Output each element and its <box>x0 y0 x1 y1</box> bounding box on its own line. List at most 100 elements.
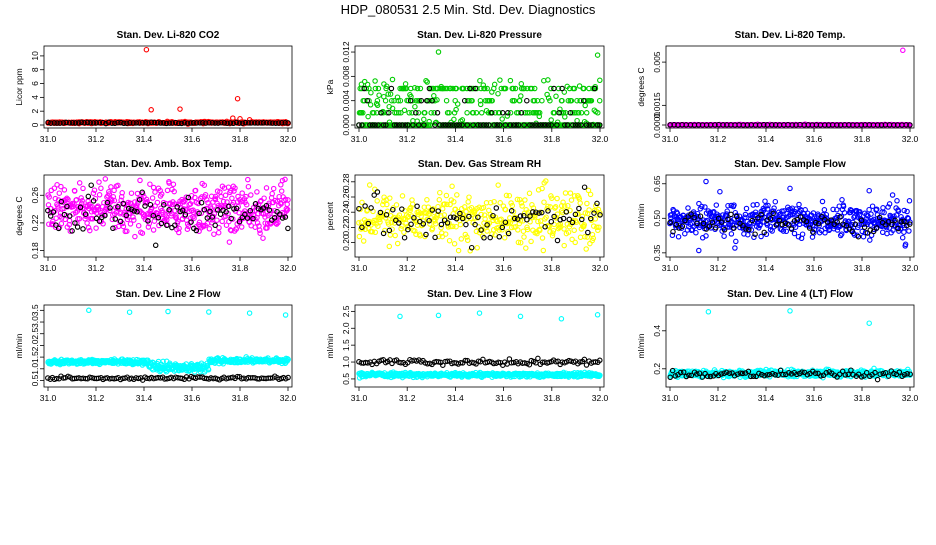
data-point <box>441 207 445 211</box>
data-point <box>585 201 589 205</box>
data-point <box>763 199 767 203</box>
y-axis-label: percent <box>325 201 335 230</box>
series-all <box>46 177 290 245</box>
data-point <box>369 91 373 95</box>
data-point <box>555 238 559 242</box>
data-point <box>220 219 224 223</box>
y-tick-label: 2.5 <box>30 328 40 340</box>
data-point <box>410 198 414 202</box>
x-tick-label: 31.0 <box>40 393 57 403</box>
data-point <box>452 117 456 121</box>
x-tick-label: 31.8 <box>854 134 871 144</box>
data-point <box>62 188 66 192</box>
x-tick-label: 31.8 <box>544 134 561 144</box>
y-tick-label: 0.004 <box>341 90 351 112</box>
x-tick-label: 31.0 <box>351 393 368 403</box>
data-point <box>396 241 400 245</box>
panel-title: Stan. Dev. Line 4 (LT) Flow <box>727 289 853 300</box>
data-point <box>598 78 602 82</box>
data-point <box>240 225 244 229</box>
x-tick-label: 32.0 <box>902 263 919 273</box>
x-tick-label: 31.6 <box>495 263 512 273</box>
data-point <box>258 231 262 235</box>
data-point <box>822 208 826 212</box>
data-point <box>402 108 406 112</box>
data-point <box>559 317 563 321</box>
data-point <box>533 86 537 90</box>
x-tick-label: 31.4 <box>447 134 464 144</box>
data-point <box>733 246 737 250</box>
x-tick-label: 31.2 <box>399 263 416 273</box>
y-tick-label: 2 <box>30 109 40 114</box>
data-point <box>773 200 777 204</box>
y-tick-label: 0.005 <box>652 51 662 73</box>
data-point <box>135 191 139 195</box>
data-point <box>94 226 98 230</box>
data-point <box>586 230 590 234</box>
data-point <box>734 239 738 243</box>
data-point <box>595 313 599 317</box>
data-point <box>743 212 747 216</box>
data-point <box>280 189 284 193</box>
data-point <box>870 204 874 208</box>
y-tick-label: 0.5 <box>341 373 351 385</box>
data-point <box>170 225 174 229</box>
series-subset <box>357 356 602 367</box>
data-point <box>566 204 570 208</box>
data-point <box>582 185 586 189</box>
data-point <box>129 191 133 195</box>
data-point <box>246 177 250 181</box>
data-point <box>508 78 512 82</box>
data-point <box>127 310 131 314</box>
data-point <box>400 194 404 198</box>
data-point <box>219 194 223 198</box>
data-point <box>540 236 544 240</box>
y-tick-label: 0.26 <box>30 187 40 204</box>
data-point <box>725 209 729 213</box>
data-point <box>714 203 718 207</box>
x-tick-label: 31.2 <box>710 134 727 144</box>
data-point <box>478 79 482 83</box>
series-subset <box>46 374 291 382</box>
data-point <box>357 234 361 238</box>
data-point <box>436 313 440 317</box>
x-tick-label: 31.8 <box>544 393 561 403</box>
x-tick-label: 31.2 <box>710 263 727 273</box>
data-point <box>542 200 546 204</box>
y-tick-label: 2.0 <box>30 339 40 351</box>
plot-frame <box>666 46 914 128</box>
data-point <box>261 236 265 240</box>
data-point <box>422 117 426 121</box>
data-point <box>498 78 502 82</box>
data-point <box>788 186 792 190</box>
data-point <box>686 206 690 210</box>
y-tick-label: 0.4 <box>652 325 662 337</box>
data-point <box>519 94 523 98</box>
data-point <box>895 199 899 203</box>
x-tick-label: 31.6 <box>184 263 201 273</box>
x-tick-label: 31.2 <box>88 134 105 144</box>
data-point <box>901 48 905 52</box>
data-point <box>377 93 381 97</box>
data-point <box>398 314 402 318</box>
x-tick-label: 31.8 <box>544 263 561 273</box>
data-point <box>525 99 529 103</box>
data-point <box>494 206 498 210</box>
data-point <box>81 227 85 231</box>
y-axis-label: ml/min <box>325 333 335 358</box>
data-point <box>249 193 253 197</box>
data-point <box>436 50 440 54</box>
data-point <box>523 198 527 202</box>
data-point <box>387 244 391 248</box>
data-point <box>230 196 234 200</box>
x-tick-label: 31.8 <box>232 263 249 273</box>
data-point <box>694 231 698 235</box>
data-point <box>97 180 101 184</box>
data-point <box>568 191 572 195</box>
y-tick-label: 0.5 <box>30 374 40 386</box>
data-point <box>500 117 504 121</box>
data-point <box>207 310 211 314</box>
